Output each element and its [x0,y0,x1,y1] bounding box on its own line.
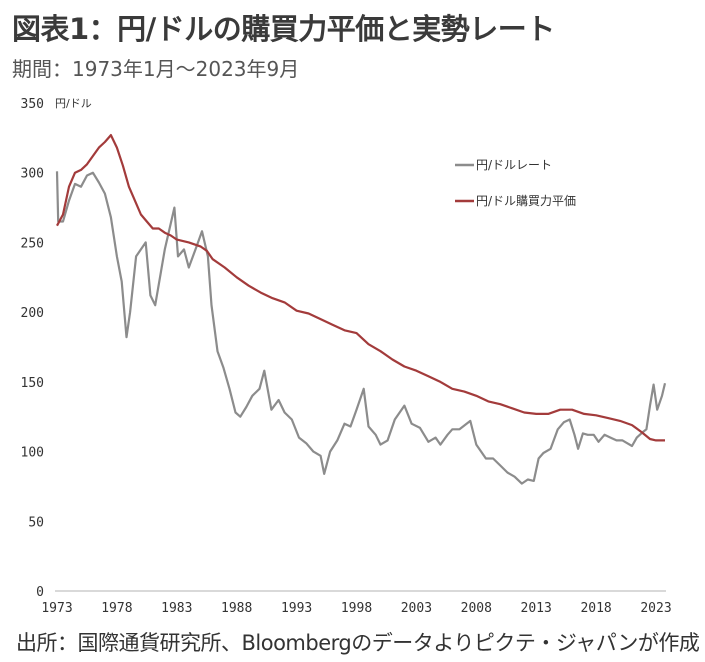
legend-label: 円/ドル購買力平価 [476,194,576,208]
y-tick-label: 150 [21,376,44,391]
y-axis: 0 50 100 150 200 250 300 350 [21,97,44,600]
x-tick-label: 2013 [521,601,552,616]
x-tick-label: 2008 [461,601,492,616]
x-tick-label: 1973 [41,601,72,616]
y-tick-label: 200 [21,306,44,321]
y-tick-label: 50 [28,515,44,530]
y-tick-label: 250 [21,236,44,251]
source-note: 出所：国際通貨研究所、Bloombergのデータよりピクテ・ジャパンが作成 [16,631,700,655]
series-group [55,134,667,485]
x-tick-label: 1988 [221,601,252,616]
x-tick-label: 1978 [101,601,132,616]
legend-item: 円/ドル購買力平価 [455,194,576,208]
legend-label: 円/ドルレート [476,158,552,172]
x-tick-label: 1998 [341,601,372,616]
x-tick-label: 1993 [281,601,312,616]
x-tick-label: 2023 [640,601,671,616]
x-tick-label: 1983 [161,601,192,616]
series-line-ppp [56,134,665,442]
x-tick-label: 2003 [401,601,432,616]
y-tick-label: 0 [36,585,44,600]
x-axis: 1973 1978 1983 1988 1993 1998 2003 2008 2013 2018… [41,601,671,616]
chart-subtitle: 期間：1973年1月～2023年9月 [12,57,300,81]
chart-title: 図表1：円/ドルの購買力平価と実勢レート [12,12,555,46]
y-tick-label: 300 [21,167,44,182]
y-tick-label: 100 [21,446,44,461]
series-line-exchange-rate [55,171,667,485]
y-tick-label: 350 [21,97,44,112]
y-axis-unit: 円/ドル [55,97,92,110]
legend-item: 円/ドルレート [455,158,552,172]
x-tick-label: 2018 [580,601,611,616]
